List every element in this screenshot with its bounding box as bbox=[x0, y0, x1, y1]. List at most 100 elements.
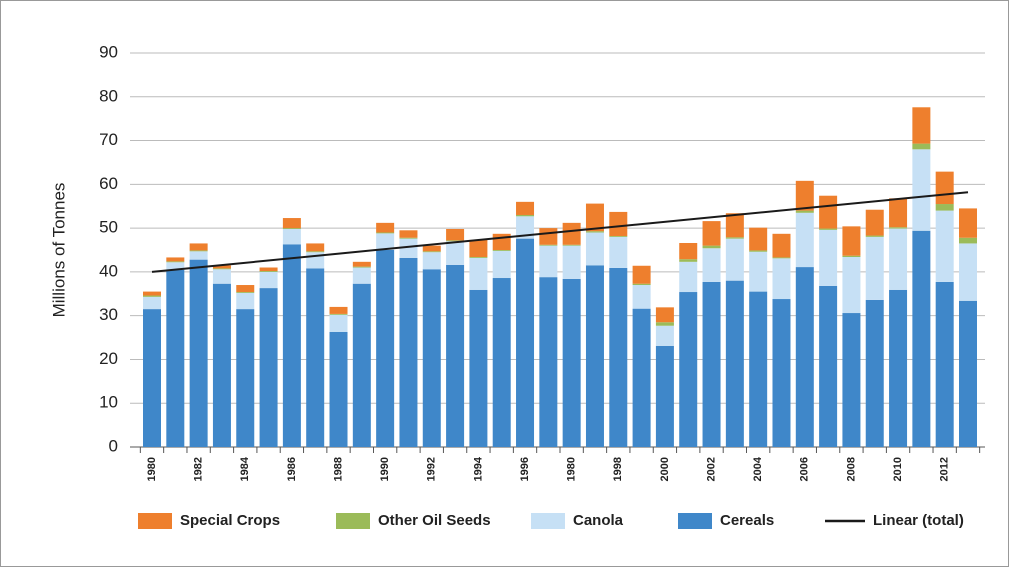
bar-segment bbox=[399, 237, 418, 239]
bar-segment bbox=[212, 265, 231, 269]
bar-segment bbox=[749, 251, 768, 292]
legend-label: Canola bbox=[573, 512, 624, 529]
bar-segment bbox=[609, 235, 628, 237]
bar-segment bbox=[166, 257, 185, 262]
bar-segment bbox=[236, 292, 255, 310]
bar-segment bbox=[889, 228, 908, 290]
bar-segment bbox=[259, 288, 278, 447]
bar-segment bbox=[679, 259, 698, 262]
bar-segment bbox=[212, 268, 231, 270]
bar-segment bbox=[679, 292, 698, 447]
bar-segment bbox=[609, 211, 628, 236]
bar-segment bbox=[935, 171, 954, 205]
bar-segment bbox=[399, 257, 418, 447]
bar-segment bbox=[469, 257, 488, 258]
bar-segment bbox=[422, 245, 441, 252]
x-tick-label: 1998 bbox=[612, 457, 624, 481]
bar-segment bbox=[819, 285, 838, 447]
bar-segment bbox=[282, 218, 301, 229]
bar-segment bbox=[819, 228, 838, 230]
bar-segment bbox=[399, 238, 418, 258]
bar-segment bbox=[352, 283, 371, 447]
bar-segment bbox=[492, 250, 511, 251]
bar-segment bbox=[282, 228, 301, 229]
bar-segment bbox=[143, 295, 161, 297]
bar-segment bbox=[562, 278, 581, 447]
bar-segment bbox=[446, 264, 465, 447]
bar-segment bbox=[399, 230, 418, 238]
x-tick-label: 2002 bbox=[705, 457, 717, 481]
bar-segment bbox=[749, 291, 768, 447]
bar-segment bbox=[492, 250, 511, 279]
x-tick-label: 1994 bbox=[472, 456, 484, 481]
bar-segment bbox=[959, 300, 977, 447]
bar-segment bbox=[795, 212, 814, 268]
bar-segment bbox=[282, 228, 301, 245]
bar-segment bbox=[166, 261, 185, 263]
bar-segment bbox=[725, 280, 744, 447]
bar-segment bbox=[189, 243, 208, 251]
bar-segment bbox=[189, 251, 208, 260]
y-tick-label: 60 bbox=[99, 174, 118, 193]
bar-segment bbox=[259, 271, 278, 272]
bar-segment bbox=[329, 306, 348, 314]
bar-segment bbox=[212, 283, 231, 447]
bar-segment bbox=[446, 240, 465, 242]
bar-segment bbox=[819, 229, 838, 286]
bar-segment bbox=[329, 331, 348, 447]
bar-segment bbox=[842, 226, 861, 256]
bar-segment bbox=[259, 271, 278, 289]
bar-segment bbox=[865, 235, 884, 237]
bar-segment bbox=[889, 198, 908, 228]
bar-segment bbox=[329, 314, 348, 332]
bar-segment bbox=[889, 289, 908, 447]
x-tick-label: 2006 bbox=[799, 457, 811, 481]
x-tick-label: 1996 bbox=[519, 457, 531, 481]
x-tick-label: 2010 bbox=[892, 457, 904, 481]
bar-segment bbox=[725, 238, 744, 281]
bar-segment bbox=[306, 243, 325, 252]
legend-swatch bbox=[336, 513, 370, 529]
y-tick-label: 30 bbox=[99, 305, 118, 324]
bar-segment bbox=[469, 257, 488, 290]
y-tick-label: 80 bbox=[99, 86, 118, 105]
bar-segment bbox=[865, 299, 884, 447]
bar-segment bbox=[702, 248, 721, 282]
legend-swatch bbox=[531, 513, 565, 529]
bar-segment bbox=[352, 266, 371, 268]
bar-segment bbox=[842, 255, 861, 258]
bar-segment bbox=[912, 143, 931, 150]
bar-segment bbox=[306, 268, 325, 447]
x-tick-label: 1988 bbox=[332, 457, 344, 481]
bar-segment bbox=[539, 277, 558, 447]
bar-segment bbox=[446, 228, 465, 241]
bar-segment bbox=[422, 251, 441, 253]
bar-segment bbox=[912, 230, 931, 447]
legend-label: Linear (total) bbox=[873, 512, 964, 529]
bar-segment bbox=[166, 262, 185, 270]
legend-label: Special Crops bbox=[180, 512, 280, 529]
bar-segment bbox=[935, 281, 954, 447]
y-tick-label: 90 bbox=[99, 42, 118, 61]
bar-segment bbox=[259, 267, 278, 272]
bar-segment bbox=[935, 204, 954, 211]
bar-segment bbox=[865, 209, 884, 236]
bar-segment bbox=[865, 236, 884, 300]
bar-segment bbox=[329, 313, 348, 315]
bar-segment bbox=[702, 281, 721, 447]
bar-segment bbox=[959, 208, 977, 238]
bar-segment bbox=[306, 251, 325, 253]
bar-segment bbox=[189, 250, 208, 252]
legend-label: Cereals bbox=[720, 512, 774, 529]
bar-segment bbox=[725, 213, 744, 238]
bar-segment bbox=[585, 265, 604, 447]
y-tick-label: 10 bbox=[99, 393, 118, 412]
bar-segment bbox=[655, 345, 674, 447]
bar-segment bbox=[585, 231, 604, 233]
bar-segment bbox=[795, 210, 814, 213]
x-tick-label: 1986 bbox=[286, 457, 298, 481]
bar-segment bbox=[609, 236, 628, 268]
bar-segment bbox=[236, 292, 255, 293]
bar-segment bbox=[143, 296, 161, 310]
bar-segment bbox=[912, 107, 931, 144]
